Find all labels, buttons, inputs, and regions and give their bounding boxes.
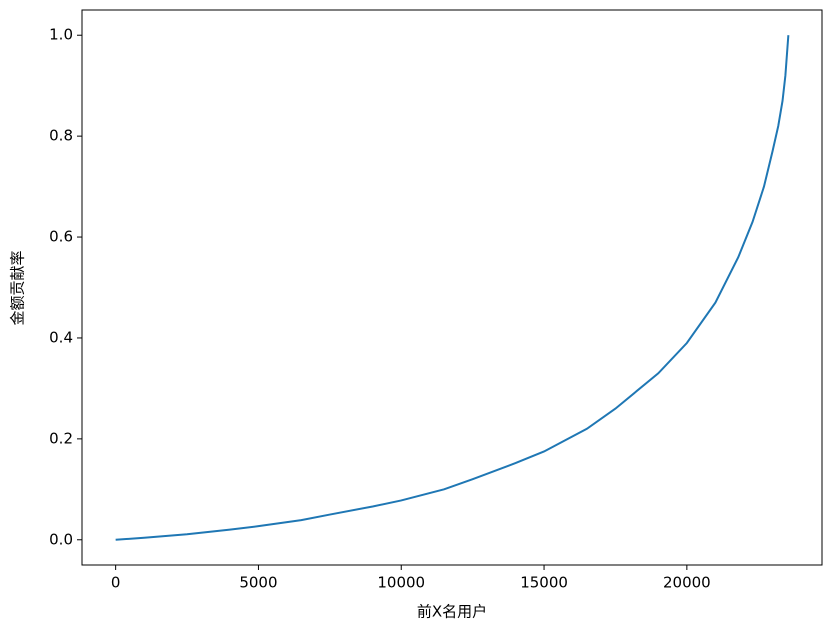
x-tick-label: 20000 bbox=[663, 574, 711, 592]
y-tick-label: 0.0 bbox=[49, 530, 73, 548]
plot-frame bbox=[81, 9, 823, 566]
y-tick-label: 0.6 bbox=[49, 228, 73, 246]
y-tick-label: 0.8 bbox=[49, 127, 73, 145]
y-tick-label: 1.0 bbox=[49, 26, 73, 44]
y-axis-label: 金额贡献率 bbox=[9, 250, 27, 325]
y-tick-label: 0.4 bbox=[49, 328, 73, 346]
line-series bbox=[115, 35, 790, 541]
x-tick-label: 5000 bbox=[239, 574, 277, 592]
x-axis-label: 前X名用户 bbox=[417, 603, 487, 621]
x-tick-label: 10000 bbox=[377, 574, 425, 592]
x-tick-label: 0 bbox=[111, 574, 121, 592]
y-tick-label: 0.2 bbox=[49, 429, 73, 447]
x-tick-label: 15000 bbox=[520, 574, 568, 592]
